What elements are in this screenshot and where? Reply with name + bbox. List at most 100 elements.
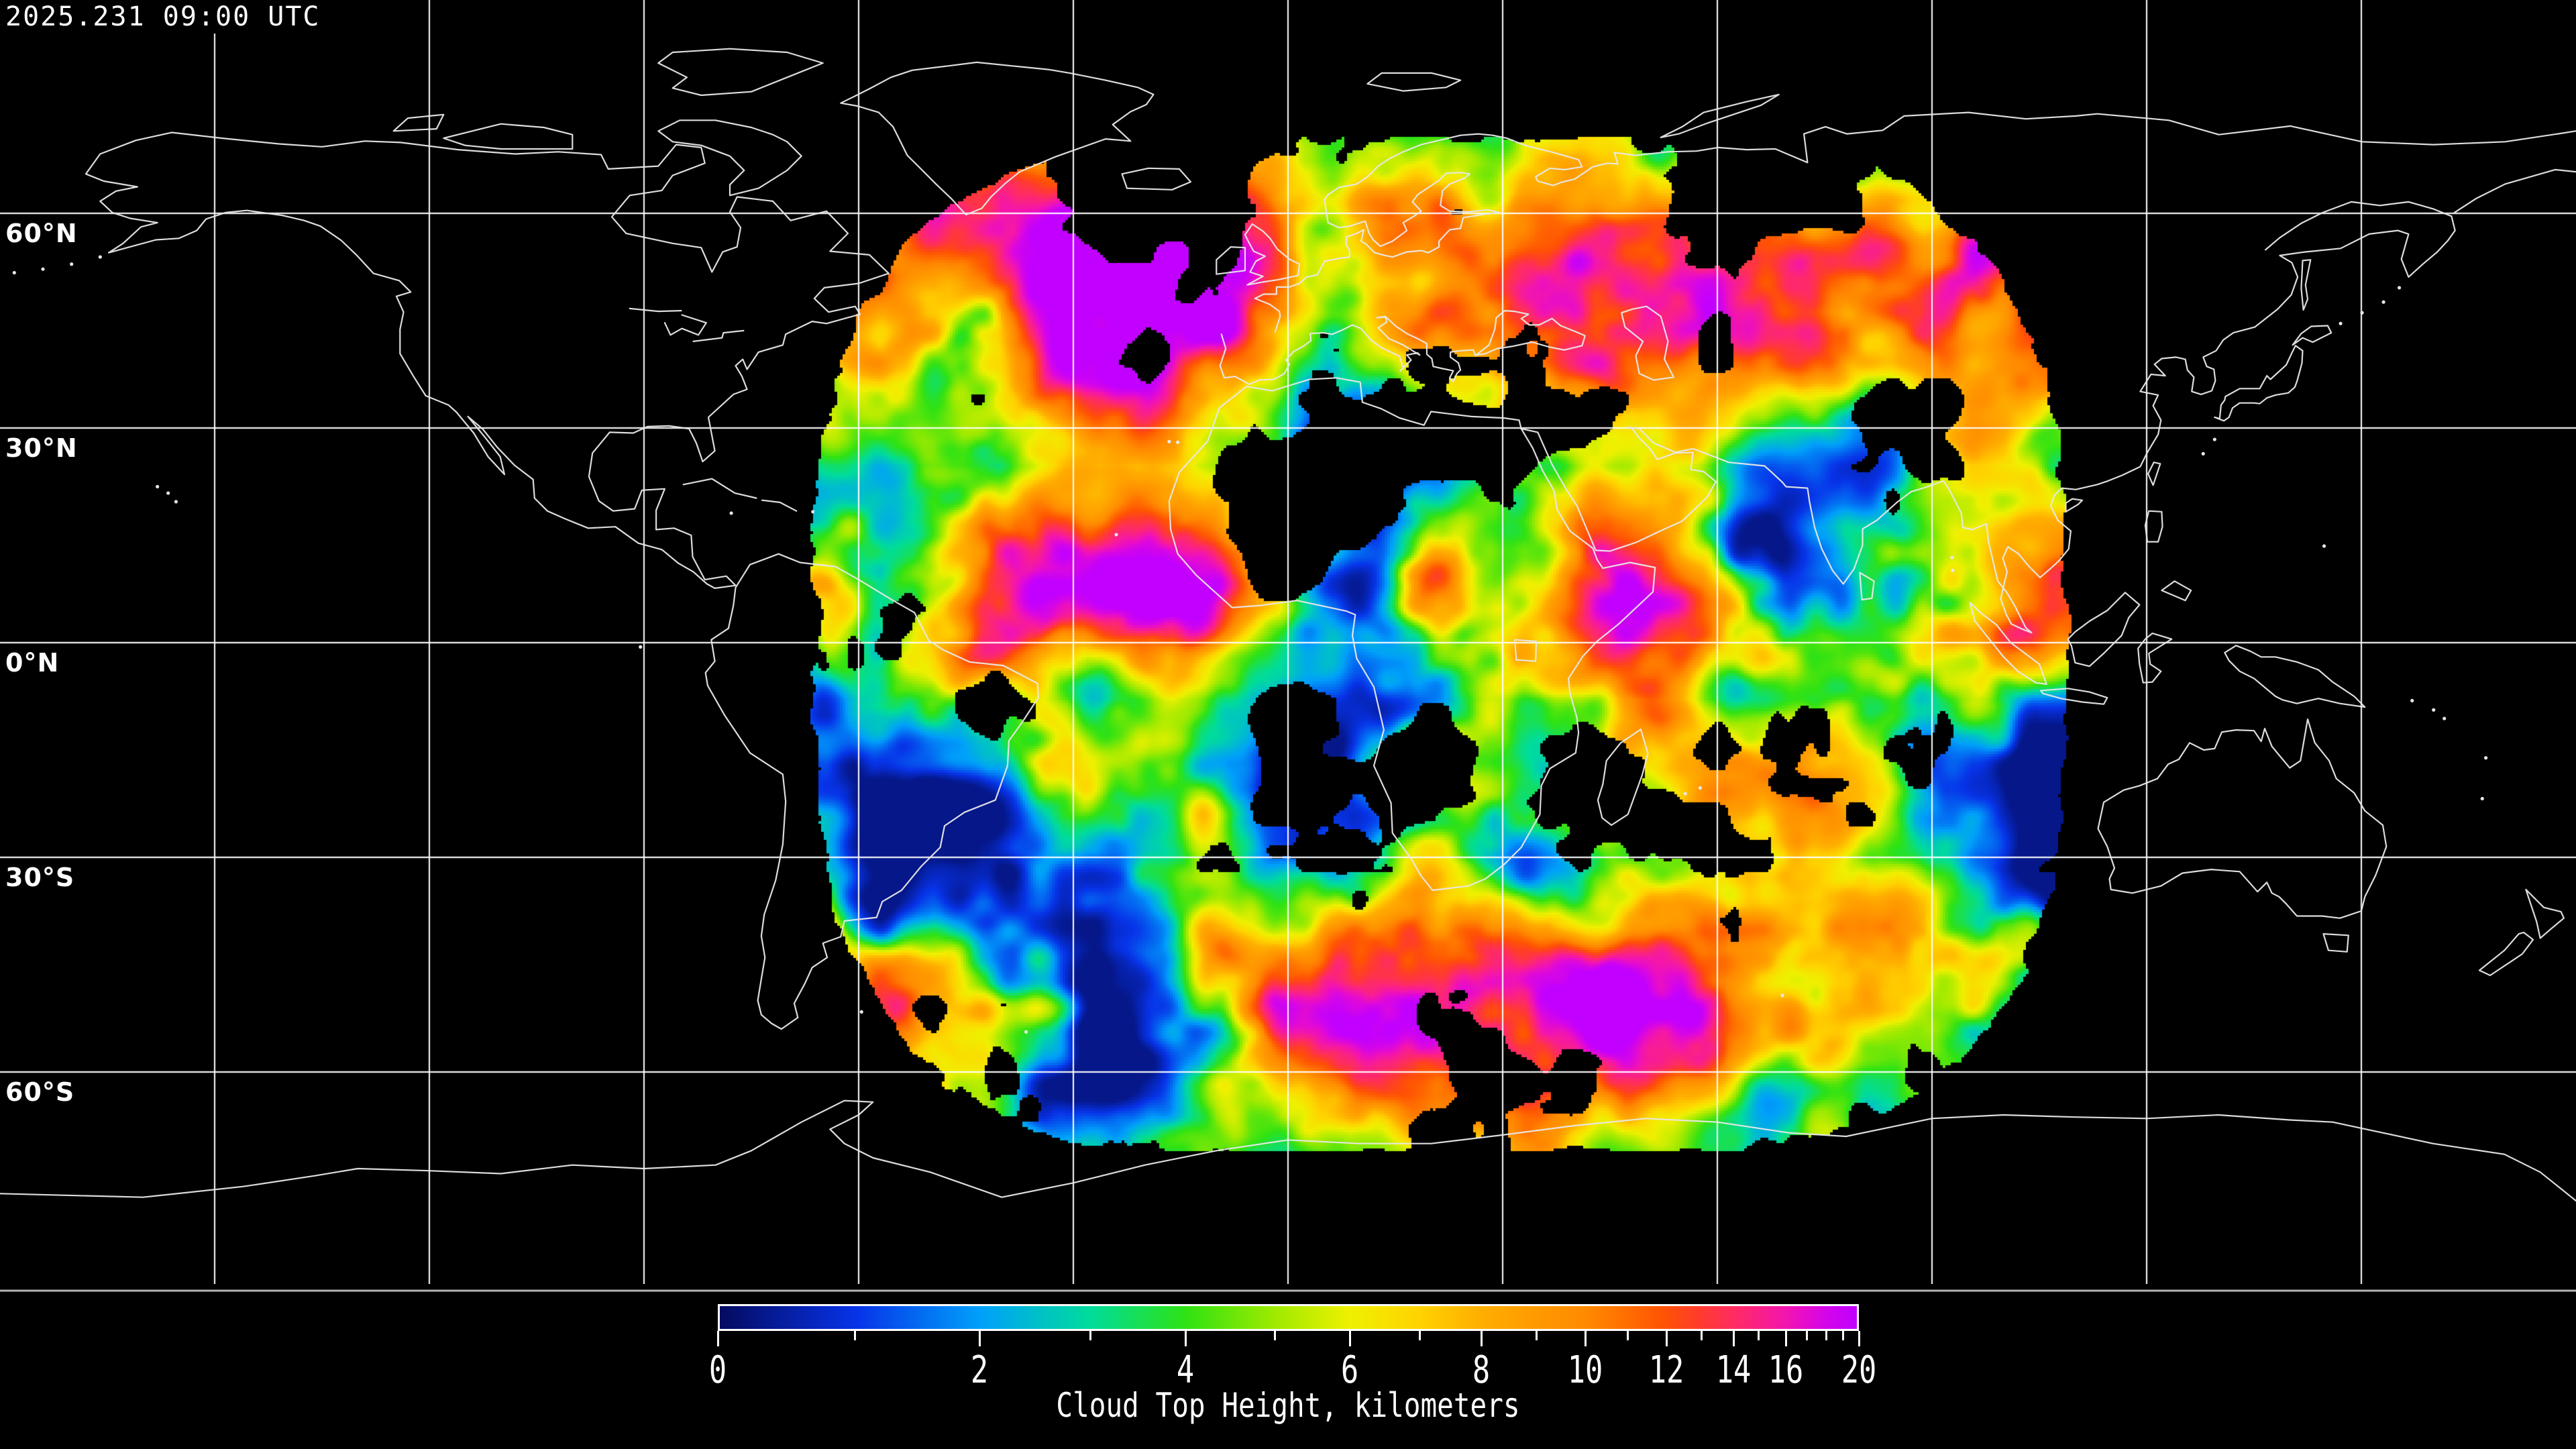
island-dot <box>639 645 643 649</box>
coastline-lake-michigan-huron <box>663 314 707 336</box>
coastline-hainan <box>2065 498 2084 513</box>
lat-label: 30°N <box>5 433 78 463</box>
colorbar-tick <box>717 1331 719 1346</box>
coastline-lake-victoria <box>1514 639 1538 662</box>
island-dot <box>1950 555 1954 559</box>
colorbar-tick <box>1349 1331 1352 1346</box>
colorbar-tick <box>1825 1331 1827 1340</box>
colorbar-tick-label: 6 <box>1341 1348 1359 1392</box>
coastline-antarctica <box>0 1099 2576 1202</box>
colorbar-tick-label: 2 <box>970 1348 988 1392</box>
coastline-tasmania <box>2322 933 2349 953</box>
lat-label: 60°S <box>5 1077 75 1107</box>
coastline-sakhalin <box>2300 259 2312 311</box>
coastline-ireland <box>1216 246 1246 275</box>
colorbar-tick <box>1419 1331 1421 1340</box>
coastline-baffin-island <box>657 119 802 197</box>
coastline-nz-north <box>2525 888 2565 939</box>
coastline-new-guinea <box>2224 645 2366 708</box>
coastline-taiwan <box>2147 462 2161 486</box>
coastline-hispaniola <box>761 499 798 512</box>
island-dot <box>1114 533 1118 537</box>
island-dot <box>1683 792 1687 796</box>
coastline-greenland <box>840 61 1155 216</box>
coastline-cuba <box>682 478 757 499</box>
coastline-chukotka <box>2453 168 2576 213</box>
colorbar-tick <box>1274 1331 1277 1340</box>
coastline-sri-lanka <box>1859 572 1875 601</box>
island-dot <box>2381 300 2385 304</box>
island-dot <box>2484 756 2488 760</box>
coastline-mindanao <box>2161 580 2192 602</box>
island-dot <box>811 510 815 514</box>
colorbar-tick <box>1584 1331 1587 1346</box>
island-dot <box>1176 440 1180 444</box>
coastline-caspian-sea <box>1621 305 1674 381</box>
coastline-banks-island <box>392 113 445 132</box>
lat-label: 0°N <box>5 648 60 678</box>
coastline-ellesmere-island <box>657 48 824 97</box>
island-dot <box>2443 716 2447 720</box>
island-dot <box>2410 698 2414 702</box>
colorbar-gradient <box>718 1304 1859 1331</box>
island-dot <box>2339 321 2343 325</box>
coastline-black-sea <box>1475 310 1586 356</box>
coastline-victoria-island <box>443 123 574 150</box>
coastline-luzon <box>2144 510 2163 543</box>
coastline-lake-superior <box>629 307 682 313</box>
coastline-lake-erie-ontario <box>692 329 745 342</box>
island-dot <box>1024 1030 1028 1034</box>
island-dot <box>729 511 733 515</box>
island-dot <box>174 500 178 504</box>
colorbar: 0 2 4 6 8 10 12 14 16 20 <box>709 1304 1876 1392</box>
colorbar-tick-label: 10 <box>1567 1348 1603 1392</box>
island-dot <box>2201 451 2205 456</box>
colorbar-tick <box>1185 1331 1187 1346</box>
colorbar-tick-label: 12 <box>1648 1348 1684 1392</box>
colorbar-tick <box>1535 1331 1538 1340</box>
coastline-madagascar <box>1597 729 1649 826</box>
island-dot <box>1698 786 1702 790</box>
colorbar-tick-label: 20 <box>1841 1348 1877 1392</box>
colorbar-tick <box>1758 1331 1760 1340</box>
colorbar-tick <box>1805 1331 1808 1340</box>
colorbar-tick-label: 16 <box>1768 1348 1804 1392</box>
colorbar-tick <box>978 1331 981 1346</box>
island-dot <box>98 255 102 259</box>
colorbar-tick <box>1785 1331 1788 1346</box>
island-dot <box>1167 439 1171 443</box>
colorbar-tick-label: 4 <box>1177 1348 1195 1392</box>
colorbar-tick <box>1701 1331 1703 1340</box>
lat-label: 60°N <box>5 219 78 248</box>
colorbar-tick <box>854 1331 857 1340</box>
island-dot <box>2212 437 2216 441</box>
colorbar-tick <box>1480 1331 1483 1346</box>
coastline-borneo <box>2067 592 2141 667</box>
colorbar-tick <box>1732 1331 1735 1346</box>
coastline-nz-south <box>2478 931 2534 977</box>
coastline-novaya-zemlya <box>1660 93 1780 138</box>
coastline-arabia <box>1520 426 1717 552</box>
island-dot <box>166 491 170 495</box>
colorbar-tick <box>1858 1331 1860 1346</box>
island-dot <box>2322 544 2326 548</box>
coastline-south-america <box>704 553 1039 1030</box>
coastline-africa <box>1168 377 1656 892</box>
island-dot <box>1780 994 1784 998</box>
lat-label: 30°S <box>5 863 75 892</box>
coastline-north-america <box>85 131 890 589</box>
coastline-sumatra <box>1969 602 2047 685</box>
colorbar-tick <box>1089 1331 1091 1340</box>
coastline-iceland <box>1121 167 1191 191</box>
colorbar-tick <box>1665 1331 1668 1346</box>
colorbar-tick-label: 0 <box>708 1348 727 1392</box>
island-dot <box>2397 286 2402 290</box>
coastline-japan-honshu <box>2214 345 2304 422</box>
colorbar-title: Cloud Top Height, kilometers <box>1056 1386 1520 1425</box>
coastline-north-europe-siberia <box>1254 111 2576 333</box>
coastline-south-east-asia <box>1627 201 2456 634</box>
colorbar-tick-label: 14 <box>1715 1348 1752 1392</box>
coastline-svalbard <box>1366 72 1462 92</box>
